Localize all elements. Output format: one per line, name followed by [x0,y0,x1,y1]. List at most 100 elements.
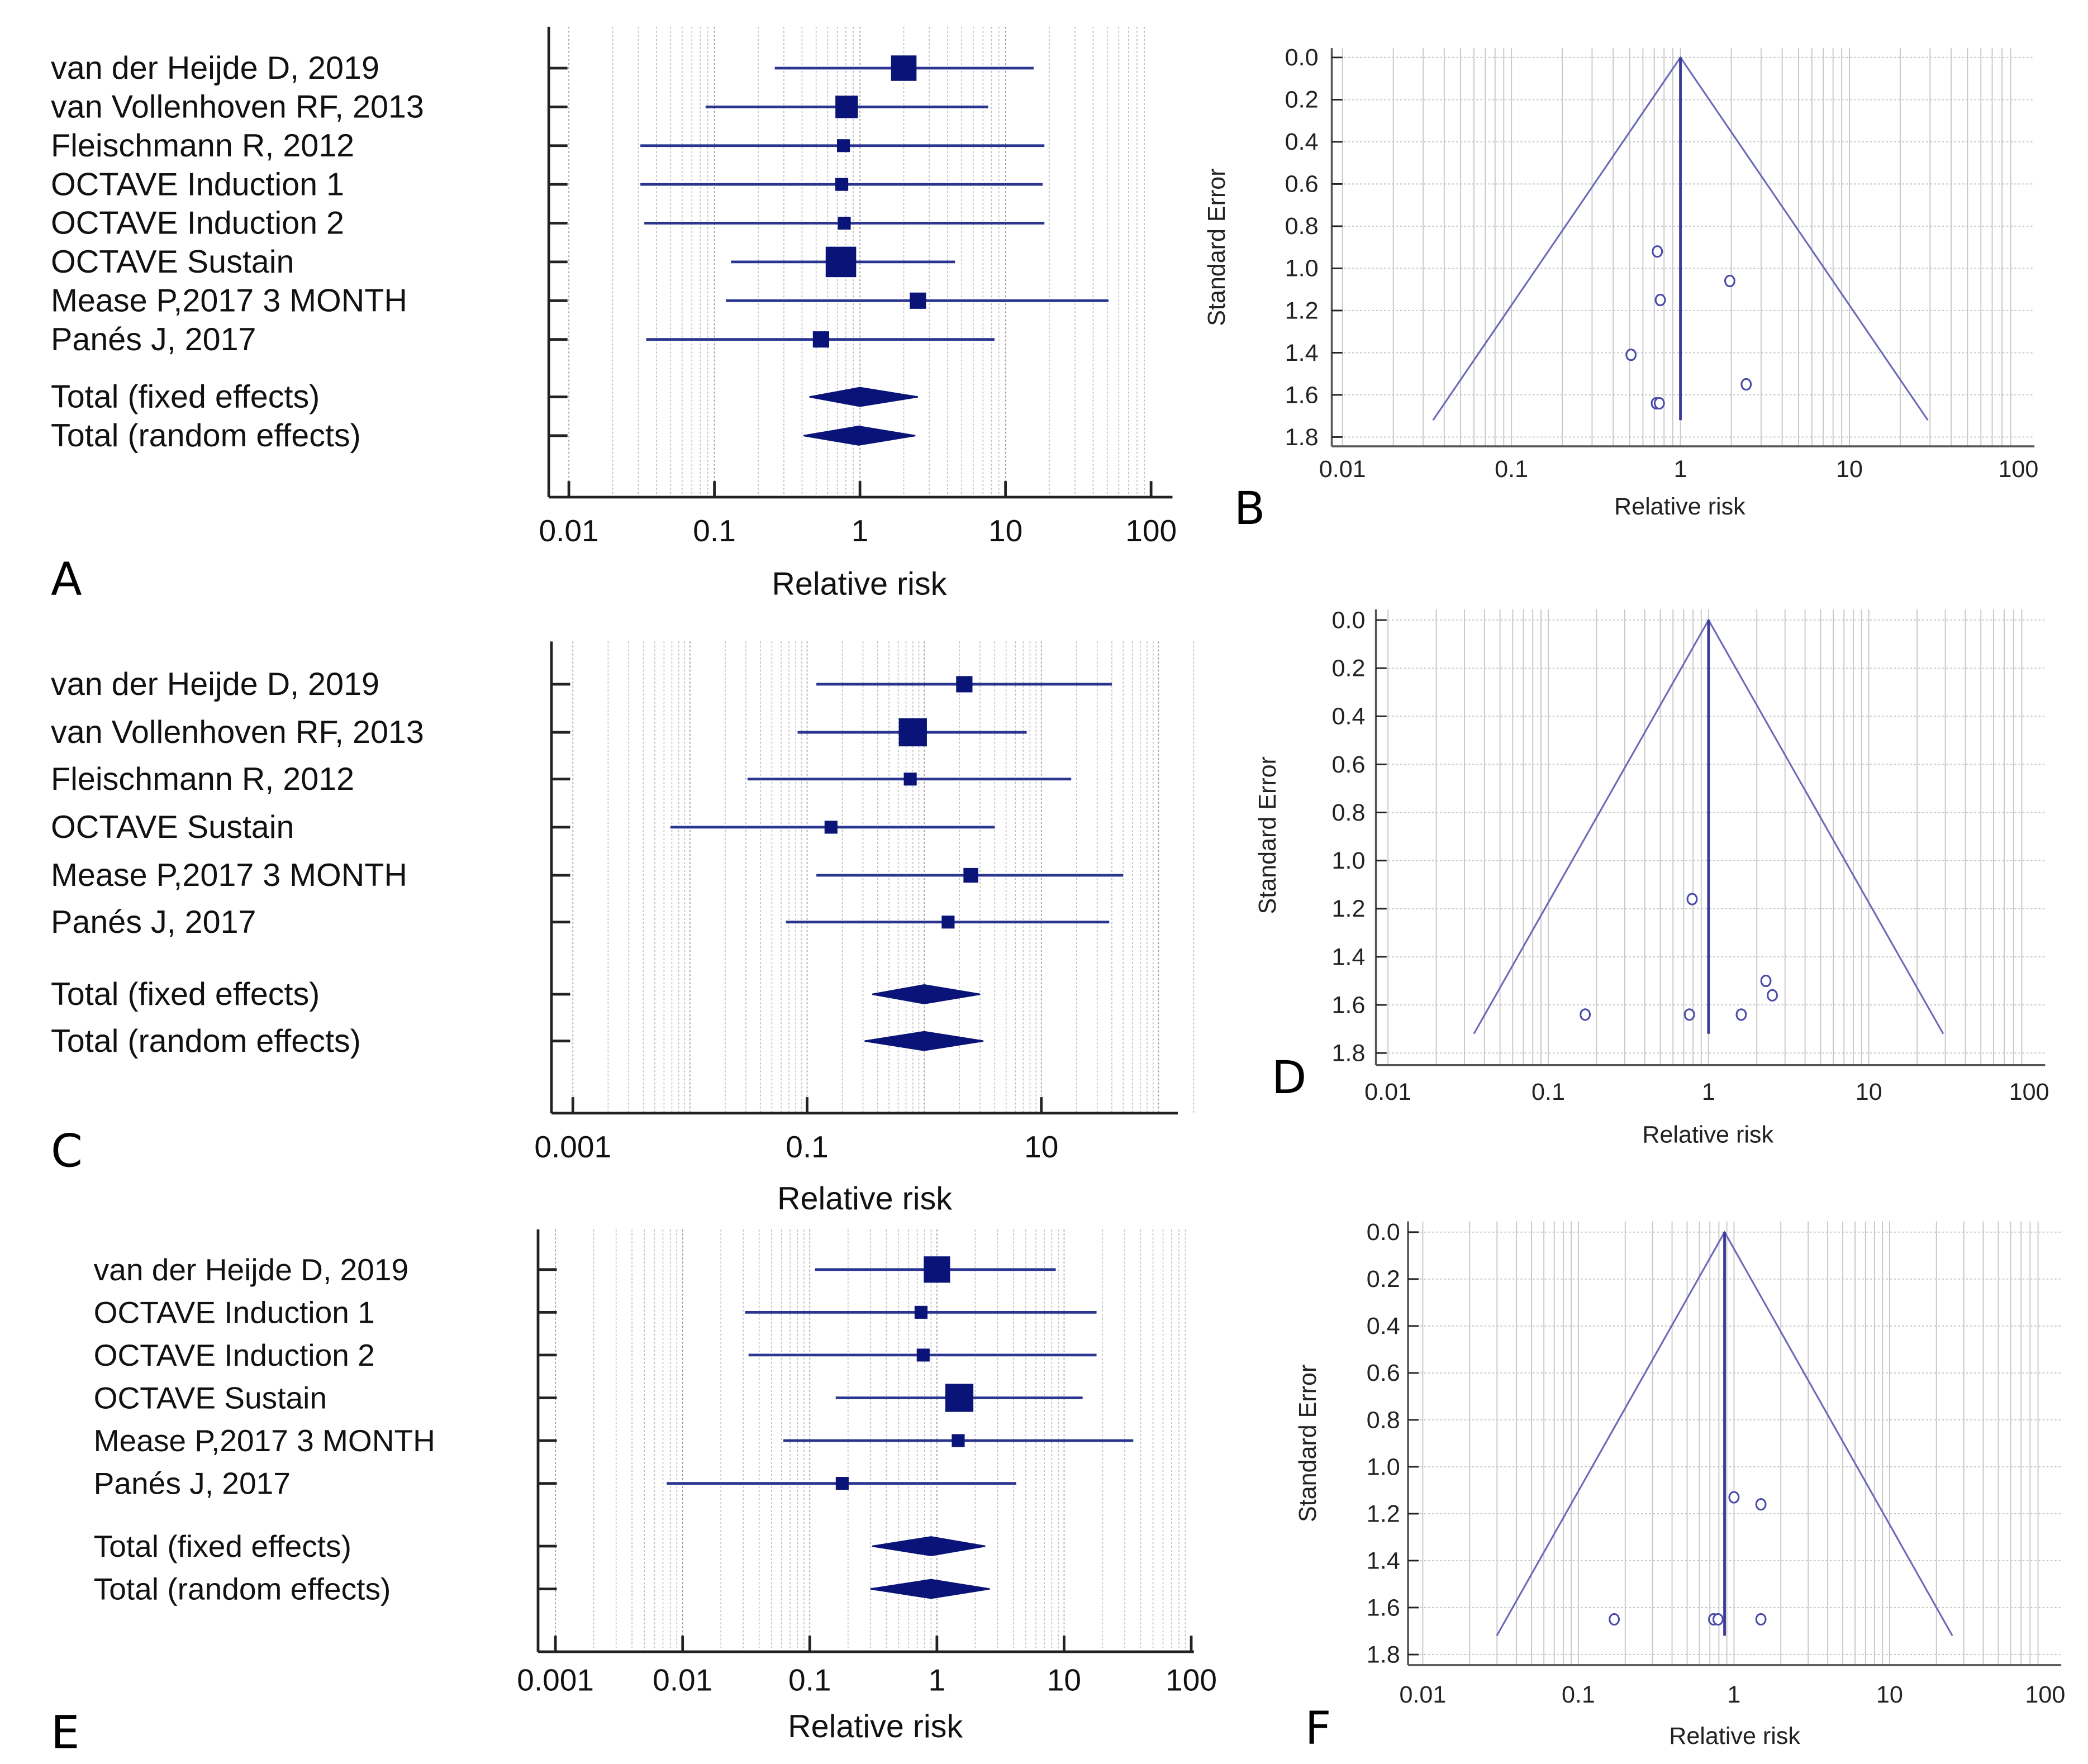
panel-letter: A [51,553,82,606]
panel-letter: F [1305,1702,1331,1755]
study-label: OCTAVE Induction 2 [51,206,344,241]
y-tick-label: 1.2 [1285,297,1319,324]
study-point [1652,245,1663,258]
y-tick-label: 0.8 [1367,1407,1400,1433]
x-tick-label: 1 [1702,1079,1715,1105]
effect-square [825,246,857,278]
panel-f: 0.0 0.2 0.4 0.6 0.8 1.0 1.2 1.4 1.6 1.8 0.01 0.1 1 10… [1295,1219,2066,1755]
study-point [1712,1613,1724,1626]
x-tick-label: 0.1 [786,1129,829,1164]
study-label: Fleischmann R, 2012 [51,761,354,797]
study-label: Mease P,2017 3 MONTH [51,857,407,893]
x-tick-label: 10 [1856,1079,1882,1105]
x-tick-label: 100 [2009,1079,2049,1105]
effect-square [956,676,973,693]
x-tick-label: 10 [1836,456,1863,483]
x-tick-label: 10 [988,513,1022,548]
y-tick-label: 1.6 [1367,1594,1400,1621]
effect-square [835,1477,849,1490]
study-point [1767,989,1778,1002]
study-label: OCTAVE Induction 2 [94,1338,375,1372]
study-label: OCTAVE Sustain [94,1381,327,1415]
study-label: OCTAVE Induction 1 [51,166,344,202]
y-tick-label: 1.0 [1285,255,1319,282]
x-tick-label: 0.001 [517,1662,594,1697]
study-label: Panés J, 2017 [51,322,256,357]
study-label: OCTAVE Sustain [51,809,294,845]
study-label: van Vollenhoven RF, 2013 [51,714,424,750]
x-tick-label: 0.01 [539,513,598,548]
study-label: Panés J, 2017 [51,904,256,940]
y-tick-label: 0.6 [1367,1360,1400,1386]
x-tick-label: 100 [2025,1681,2065,1708]
study-point [1755,1498,1767,1511]
y-axis-label: Standard Error [1204,168,1230,326]
effect-square [910,292,926,309]
x-tick-label: 10 [1876,1681,1903,1708]
x-tick-label: 10 [1024,1129,1058,1164]
y-tick-label: 1.2 [1331,895,1365,922]
y-tick-label: 1.8 [1367,1641,1400,1668]
panel-b: 0.0 0.2 0.4 0.6 0.8 1.0 1.2 1.4 1.6 1.80.01 0.1 1 10… [1204,44,2039,535]
study-point [1724,274,1735,288]
study-label: OCTAVE Sustain [51,244,294,280]
total-label: Total (random effects) [94,1572,391,1606]
x-tick-label: 100 [1125,513,1177,548]
panel-d: 0.0 0.2 0.4 0.6 0.8 1.0 1.2 1.4 1.6 1.8 0.01 0.1 1 10… [1254,607,2049,1148]
x-axis-label: Relative risk [1642,1122,1773,1148]
y-tick-label: 0.4 [1367,1313,1400,1339]
pooled-diamond [809,387,918,407]
effect-square [835,96,858,118]
y-tick-label: 1.4 [1285,340,1319,366]
y-tick-label: 1.6 [1285,382,1319,408]
y-tick-label: 1.2 [1367,1500,1400,1527]
y-axis-label: Standard Error [1295,1365,1321,1522]
x-tick-label: 1 [1727,1681,1740,1708]
x-axis-label: Relative risk [788,1709,963,1744]
x-tick-label: 0.01 [653,1662,712,1697]
study-label: Panés J, 2017 [94,1466,291,1501]
x-tick-label: 1 [929,1662,946,1697]
effect-square [812,331,829,348]
panel-letter: D [1272,1051,1307,1104]
pooled-diamond [872,984,981,1004]
effect-square [952,1434,965,1447]
x-tick-label: 0.001 [534,1129,611,1164]
effect-square [941,916,955,929]
study-point [1580,1008,1591,1021]
study-point [1654,293,1666,307]
y-axis-label: Standard Error [1254,756,1281,914]
x-tick-label: 100 [1166,1662,1217,1697]
study-label: Mease P,2017 3 MONTH [94,1423,435,1458]
study-point [1686,893,1698,905]
x-tick-label: 0.1 [1495,456,1528,483]
effect-square [891,55,917,81]
x-axis-label: Relative risk [772,566,947,602]
x-tick-label: 0.1 [1562,1681,1595,1708]
effect-square [898,718,927,747]
y-tick-label: 0.2 [1331,655,1365,682]
y-tick-label: 1.8 [1331,1040,1365,1067]
x-tick-label: 0.1 [693,513,736,548]
x-tick-label: 0.01 [1399,1681,1446,1708]
total-label: Total (fixed effects) [94,1529,351,1563]
x-tick-label: 10 [1047,1662,1081,1697]
effect-square [838,216,851,230]
y-tick-label: 1.4 [1331,943,1365,970]
pooled-diamond [872,1536,986,1556]
x-tick-label: 0.1 [788,1662,831,1697]
x-tick-label: 0.01 [1319,456,1366,483]
effect-square [924,1256,950,1283]
study-point [1740,378,1752,391]
y-tick-label: 1.0 [1367,1453,1400,1480]
study-label: van der Heijde D, 2019 [51,50,379,86]
effect-square [835,178,849,191]
total-label: Total (random effects) [51,418,361,454]
study-point [1683,1008,1695,1021]
total-label: Total (fixed effects) [51,379,320,415]
study-label: van der Heijde D, 2019 [94,1252,408,1287]
study-label: van Vollenhoven RF, 2013 [51,89,424,125]
x-tick-label: 1 [1674,456,1687,483]
panel-e: 0.001 0.01 0.1 1 10 100 van der Heijde D, 2019… [51,1229,1217,1759]
